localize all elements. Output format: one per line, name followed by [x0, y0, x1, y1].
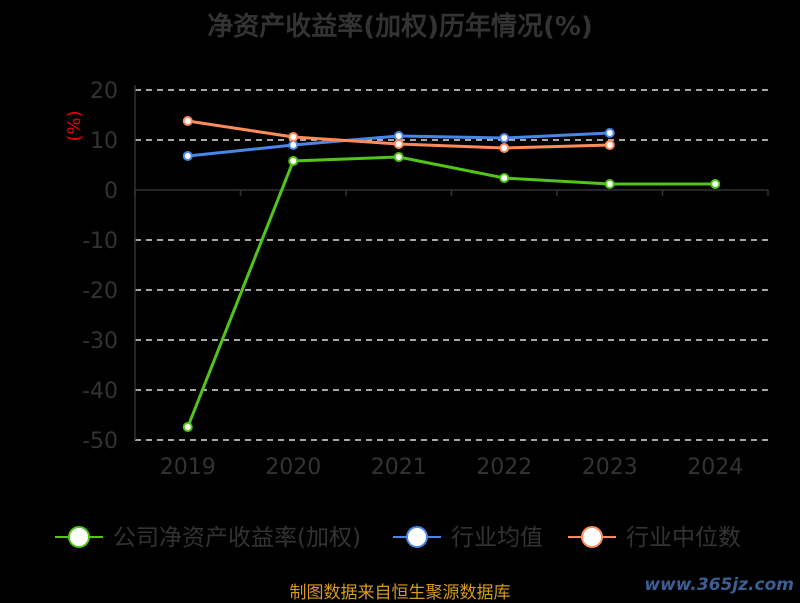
legend-label: 公司净资产收益率(加权) — [113, 525, 361, 551]
data-point — [182, 422, 193, 432]
data-point — [288, 140, 299, 150]
y-tick-label: 20 — [90, 79, 118, 104]
data-point — [499, 143, 510, 153]
legend-label: 行业中位数 — [626, 525, 741, 551]
y-tick-label: 10 — [90, 129, 118, 154]
y-tick-label: -30 — [82, 329, 118, 354]
legend-marker — [68, 526, 90, 548]
x-tick-label: 2021 — [371, 455, 427, 480]
x-tick-label: 2019 — [160, 455, 216, 480]
watermark: www.365jz.com — [644, 575, 794, 595]
chart-title: 净资产收益率(加权)历年情况(%) — [207, 12, 593, 42]
legend-label: 行业均值 — [451, 525, 543, 551]
x-tick-label: 2023 — [582, 455, 638, 480]
y-tick-label: 0 — [104, 179, 118, 204]
x-tick-label: 2022 — [476, 455, 532, 480]
series-line-0 — [186, 155, 716, 428]
data-point — [710, 179, 721, 189]
data-point — [288, 156, 299, 166]
y-tick-label: -50 — [82, 429, 118, 454]
data-point — [604, 179, 615, 189]
data-point — [393, 139, 404, 149]
data-point — [393, 152, 404, 162]
x-tick-label: 2024 — [687, 455, 743, 480]
legend-marker — [581, 526, 603, 548]
data-point — [288, 132, 299, 142]
y-axis-label: (%) — [64, 110, 85, 141]
y-tick-label: -40 — [82, 379, 118, 404]
y-tick-label: -10 — [82, 229, 118, 254]
legend-marker — [406, 526, 428, 548]
data-point — [393, 131, 404, 141]
source-footer: 制图数据来自恒生聚源数据库 — [289, 583, 511, 603]
data-point — [604, 128, 615, 138]
data-point — [499, 173, 510, 183]
data-point — [182, 116, 193, 126]
y-tick-label: -20 — [82, 279, 118, 304]
data-point — [604, 140, 615, 150]
x-tick-label: 2020 — [265, 455, 321, 480]
data-point — [499, 133, 510, 143]
data-point — [182, 151, 193, 161]
